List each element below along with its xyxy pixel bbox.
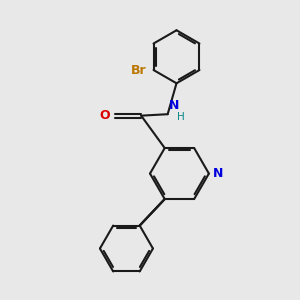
Text: N: N <box>213 167 224 180</box>
Text: O: O <box>100 109 110 122</box>
Text: N: N <box>169 99 179 112</box>
Text: H: H <box>177 112 185 122</box>
Text: Br: Br <box>130 64 146 76</box>
